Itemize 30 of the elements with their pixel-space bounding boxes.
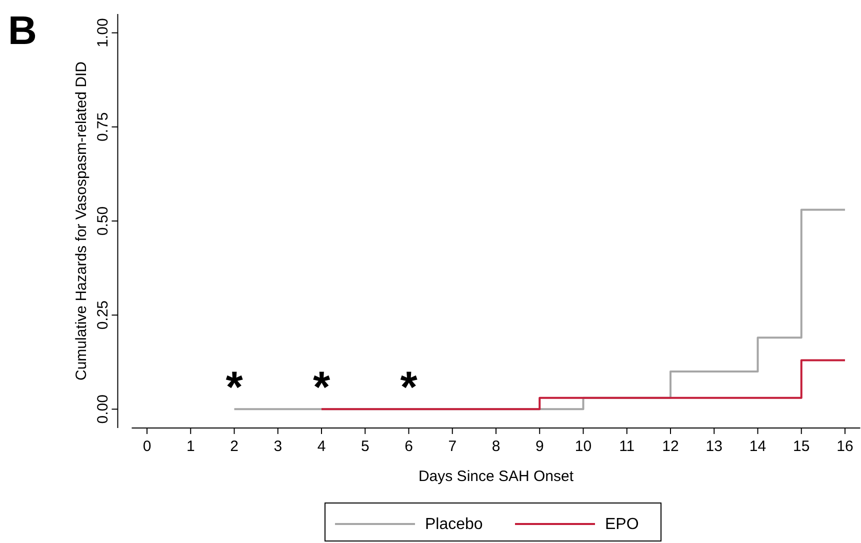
x-tick-label: 12 bbox=[662, 438, 679, 455]
x-tick-label: 2 bbox=[230, 438, 238, 455]
x-tick-label: 3 bbox=[274, 438, 282, 455]
x-tick-label: 5 bbox=[360, 438, 370, 455]
y-axis-title: Cumulative Hazards for Vasospasm-related DID bbox=[73, 61, 90, 381]
legend-label: Placebo bbox=[425, 516, 483, 533]
x-tick-label: 14 bbox=[749, 438, 766, 455]
x-tick-label: 1 bbox=[186, 438, 195, 455]
y-tick-label: 0.50 bbox=[94, 206, 112, 236]
x-tick-label: 7 bbox=[448, 438, 457, 455]
y-tick-label: 0.75 bbox=[94, 112, 112, 142]
annotation: * bbox=[312, 363, 331, 412]
annotation: * bbox=[226, 363, 244, 412]
y-tick-label: 0.25 bbox=[94, 300, 112, 330]
x-tick-label: 15 bbox=[793, 438, 810, 455]
x-tick-label: 4 bbox=[317, 438, 326, 455]
text: B bbox=[8, 9, 37, 53]
x-tick-label: 6 bbox=[404, 438, 413, 455]
x-axis-title: Days Since SAH Onset bbox=[418, 468, 574, 485]
x-tick-label: 0 bbox=[142, 438, 152, 455]
legend-label: EPO bbox=[605, 516, 639, 533]
x-tick-label: 10 bbox=[574, 438, 592, 455]
y-tick-label: 1.00 bbox=[94, 18, 112, 48]
x-tick-label: 16 bbox=[836, 438, 854, 455]
x-tick-label: 8 bbox=[492, 438, 500, 455]
x-tick-label: 13 bbox=[706, 438, 722, 455]
x-tick-label: 11 bbox=[619, 438, 635, 455]
y-tick-label: 0.00 bbox=[94, 394, 112, 424]
annotation: * bbox=[400, 363, 418, 412]
x-tick-label: 9 bbox=[535, 438, 544, 455]
